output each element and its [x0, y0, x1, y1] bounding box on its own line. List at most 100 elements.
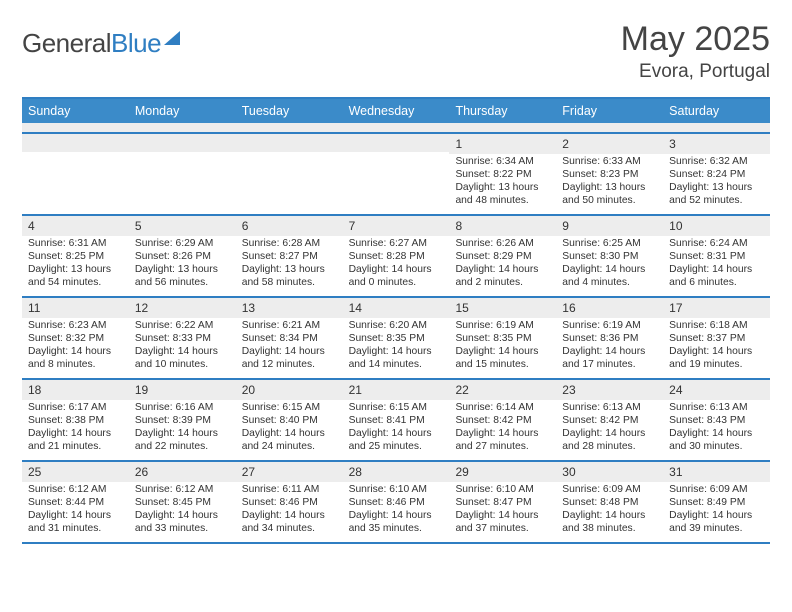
daylight-text: Daylight: 13 hours and 50 minutes. [562, 182, 657, 208]
sunrise-text: Sunrise: 6:16 AM [135, 402, 230, 415]
daylight-text: Daylight: 14 hours and 14 minutes. [349, 346, 444, 372]
sunrise-text: Sunrise: 6:13 AM [562, 402, 657, 415]
day-info: Sunrise: 6:09 AMSunset: 8:49 PMDaylight:… [663, 482, 770, 538]
day-info: Sunrise: 6:25 AMSunset: 8:30 PMDaylight:… [556, 236, 663, 292]
day-info: Sunrise: 6:26 AMSunset: 8:29 PMDaylight:… [449, 236, 556, 292]
day-info: Sunrise: 6:22 AMSunset: 8:33 PMDaylight:… [129, 318, 236, 374]
sunset-text: Sunset: 8:23 PM [562, 169, 657, 182]
sunset-text: Sunset: 8:38 PM [28, 415, 123, 428]
day-info: Sunrise: 6:20 AMSunset: 8:35 PMDaylight:… [343, 318, 450, 374]
day-cell: 31Sunrise: 6:09 AMSunset: 8:49 PMDayligh… [663, 462, 770, 542]
sunset-text: Sunset: 8:39 PM [135, 415, 230, 428]
dow-sunday: Sunday [22, 99, 129, 123]
day-number: 3 [663, 134, 770, 154]
day-cell: 15Sunrise: 6:19 AMSunset: 8:35 PMDayligh… [449, 298, 556, 378]
sunrise-text: Sunrise: 6:19 AM [562, 320, 657, 333]
day-number: 4 [22, 216, 129, 236]
day-number: 9 [556, 216, 663, 236]
daylight-text: Daylight: 14 hours and 31 minutes. [28, 510, 123, 536]
sunrise-text: Sunrise: 6:26 AM [455, 238, 550, 251]
day-cell [22, 134, 129, 214]
day-cell: 20Sunrise: 6:15 AMSunset: 8:40 PMDayligh… [236, 380, 343, 460]
day-info: Sunrise: 6:34 AMSunset: 8:22 PMDaylight:… [449, 154, 556, 210]
day-number: 27 [236, 462, 343, 482]
sunset-text: Sunset: 8:41 PM [349, 415, 444, 428]
week-row: 1Sunrise: 6:34 AMSunset: 8:22 PMDaylight… [22, 134, 770, 216]
logo-word1: General [22, 28, 111, 58]
day-info: Sunrise: 6:12 AMSunset: 8:44 PMDaylight:… [22, 482, 129, 538]
triangle-icon [164, 31, 180, 45]
dow-monday: Monday [129, 99, 236, 123]
sunrise-text: Sunrise: 6:34 AM [455, 156, 550, 169]
day-cell: 16Sunrise: 6:19 AMSunset: 8:36 PMDayligh… [556, 298, 663, 378]
dow-thursday: Thursday [449, 99, 556, 123]
day-cell: 11Sunrise: 6:23 AMSunset: 8:32 PMDayligh… [22, 298, 129, 378]
week-row: 18Sunrise: 6:17 AMSunset: 8:38 PMDayligh… [22, 380, 770, 462]
sunrise-text: Sunrise: 6:15 AM [349, 402, 444, 415]
dow-wednesday: Wednesday [343, 99, 450, 123]
sunrise-text: Sunrise: 6:10 AM [349, 484, 444, 497]
daylight-text: Daylight: 14 hours and 8 minutes. [28, 346, 123, 372]
day-cell: 3 Sunrise: 6:32 AMSunset: 8:24 PMDaylight… [663, 134, 770, 214]
sunset-text: Sunset: 8:46 PM [242, 497, 337, 510]
day-number: 14 [343, 298, 450, 318]
day-number [236, 134, 343, 152]
day-number: 24 [663, 380, 770, 400]
day-cell: 27Sunrise: 6:11 AMSunset: 8:46 PMDayligh… [236, 462, 343, 542]
day-number: 2 [556, 134, 663, 154]
day-info: Sunrise: 6:29 AMSunset: 8:26 PMDaylight:… [129, 236, 236, 292]
day-info: Sunrise: 6:23 AMSunset: 8:32 PMDaylight:… [22, 318, 129, 374]
daylight-text: Daylight: 14 hours and 19 minutes. [669, 346, 764, 372]
daylight-text: Daylight: 14 hours and 25 minutes. [349, 428, 444, 454]
sunset-text: Sunset: 8:26 PM [135, 251, 230, 264]
sunrise-text: Sunrise: 6:09 AM [562, 484, 657, 497]
day-number: 28 [343, 462, 450, 482]
day-number [129, 134, 236, 152]
day-number: 26 [129, 462, 236, 482]
sunrise-text: Sunrise: 6:32 AM [669, 156, 764, 169]
day-info: Sunrise: 6:12 AMSunset: 8:45 PMDaylight:… [129, 482, 236, 538]
sunrise-text: Sunrise: 6:18 AM [669, 320, 764, 333]
day-number: 31 [663, 462, 770, 482]
sunrise-text: Sunrise: 6:23 AM [28, 320, 123, 333]
sunset-text: Sunset: 8:48 PM [562, 497, 657, 510]
day-number: 8 [449, 216, 556, 236]
daylight-text: Daylight: 14 hours and 0 minutes. [349, 264, 444, 290]
day-info: Sunrise: 6:10 AMSunset: 8:46 PMDaylight:… [343, 482, 450, 538]
day-cell [129, 134, 236, 214]
sunset-text: Sunset: 8:24 PM [669, 169, 764, 182]
sunrise-text: Sunrise: 6:19 AM [455, 320, 550, 333]
day-number: 10 [663, 216, 770, 236]
daylight-text: Daylight: 14 hours and 4 minutes. [562, 264, 657, 290]
day-cell: 9Sunrise: 6:25 AMSunset: 8:30 PMDaylight… [556, 216, 663, 296]
dow-friday: Friday [556, 99, 663, 123]
sunrise-text: Sunrise: 6:27 AM [349, 238, 444, 251]
day-number: 22 [449, 380, 556, 400]
sunset-text: Sunset: 8:42 PM [562, 415, 657, 428]
day-cell: 2Sunrise: 6:33 AMSunset: 8:23 PMDaylight… [556, 134, 663, 214]
day-cell: 1Sunrise: 6:34 AMSunset: 8:22 PMDaylight… [449, 134, 556, 214]
day-info: Sunrise: 6:17 AMSunset: 8:38 PMDaylight:… [22, 400, 129, 456]
day-number: 11 [22, 298, 129, 318]
daylight-text: Daylight: 13 hours and 52 minutes. [669, 182, 764, 208]
sunrise-text: Sunrise: 6:20 AM [349, 320, 444, 333]
logo-text: GeneralBlue [22, 28, 161, 59]
sunset-text: Sunset: 8:46 PM [349, 497, 444, 510]
day-info: Sunrise: 6:14 AMSunset: 8:42 PMDaylight:… [449, 400, 556, 456]
day-cell: 4Sunrise: 6:31 AMSunset: 8:25 PMDaylight… [22, 216, 129, 296]
sunset-text: Sunset: 8:28 PM [349, 251, 444, 264]
daylight-text: Daylight: 14 hours and 34 minutes. [242, 510, 337, 536]
location-subtitle: Evora, Portugal [621, 61, 770, 83]
daylight-text: Daylight: 14 hours and 30 minutes. [669, 428, 764, 454]
day-number: 23 [556, 380, 663, 400]
day-cell: 22Sunrise: 6:14 AMSunset: 8:42 PMDayligh… [449, 380, 556, 460]
day-info: Sunrise: 6:10 AMSunset: 8:47 PMDaylight:… [449, 482, 556, 538]
day-info: Sunrise: 6:09 AMSunset: 8:48 PMDaylight:… [556, 482, 663, 538]
day-cell: 7Sunrise: 6:27 AMSunset: 8:28 PMDaylight… [343, 216, 450, 296]
day-cell: 25Sunrise: 6:12 AMSunset: 8:44 PMDayligh… [22, 462, 129, 542]
day-info: Sunrise: 6:33 AMSunset: 8:23 PMDaylight:… [556, 154, 663, 210]
day-cell: 24Sunrise: 6:13 AMSunset: 8:43 PMDayligh… [663, 380, 770, 460]
day-number: 6 [236, 216, 343, 236]
day-cell: 29Sunrise: 6:10 AMSunset: 8:47 PMDayligh… [449, 462, 556, 542]
day-cell [236, 134, 343, 214]
